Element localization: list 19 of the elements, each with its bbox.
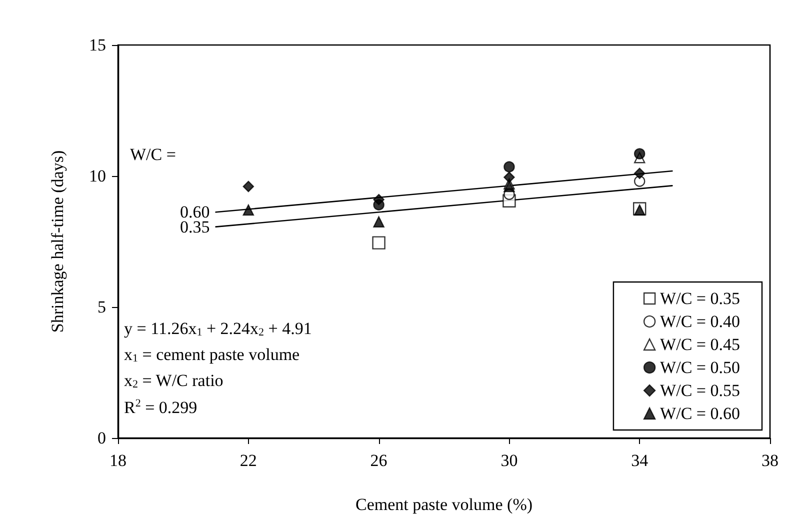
y-axis-title: Shrinkage half-time (days) [48,150,67,333]
y-tick-label: 10 [89,166,106,186]
legend-label: W/C = 0.45 [660,335,740,354]
x-tick-label: 34 [631,451,649,470]
legend-label: W/C = 0.35 [660,289,740,308]
y-tick-label: 5 [98,298,106,316]
x-tick-label: 38 [762,451,778,470]
y-tick-label: 0 [98,428,106,448]
legend-label: W/C = 0.40 [660,312,740,331]
x-tick-label: 26 [370,451,388,470]
y-tick-label: 15 [89,36,106,54]
legend-label: W/C = 0.55 [660,381,740,400]
legend-label: W/C = 0.50 [660,358,740,377]
annotation: W/C = [130,145,176,164]
legend-label: W/C = 0.60 [660,404,740,423]
x-axis-title: Cement paste volume (%) [355,495,533,514]
x-tick-label: 18 [110,451,126,470]
x-tick-label: 30 [500,451,518,470]
x-tick-label: 22 [240,451,257,470]
